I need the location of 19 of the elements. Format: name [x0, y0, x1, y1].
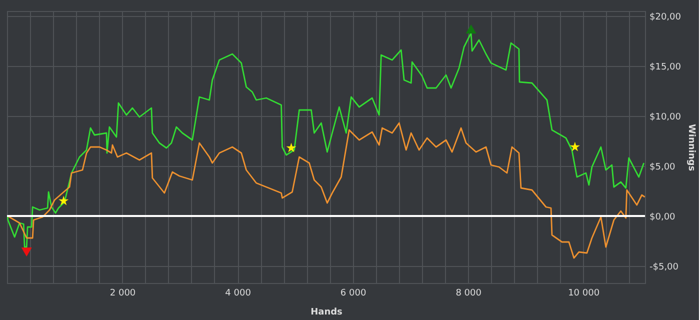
y-axis-title: Winnings — [686, 124, 696, 172]
y-tick-label: $10,00 — [650, 112, 682, 122]
point — [466, 24, 476, 34]
y-tick-label: $5,00 — [650, 162, 676, 172]
point — [286, 142, 296, 152]
y-tick-label: $15,00 — [650, 62, 682, 72]
x-tick-label: 6 000 — [340, 288, 366, 298]
x-tick-label: 2 000 — [110, 288, 136, 298]
point — [58, 196, 69, 206]
y-tick-label: $0,00 — [650, 212, 676, 222]
point — [570, 142, 580, 152]
x-tick-label: 4 000 — [225, 288, 252, 298]
y-tick-label: -$5,00 — [650, 262, 679, 272]
x-tick-label: 8 000 — [456, 288, 482, 298]
x-tick-label: 10 000 — [568, 288, 600, 298]
point — [21, 247, 32, 257]
line-series — [7, 122, 645, 259]
y-tick-label: $20,00 — [650, 12, 682, 22]
x-axis-title: Hands — [310, 308, 342, 318]
